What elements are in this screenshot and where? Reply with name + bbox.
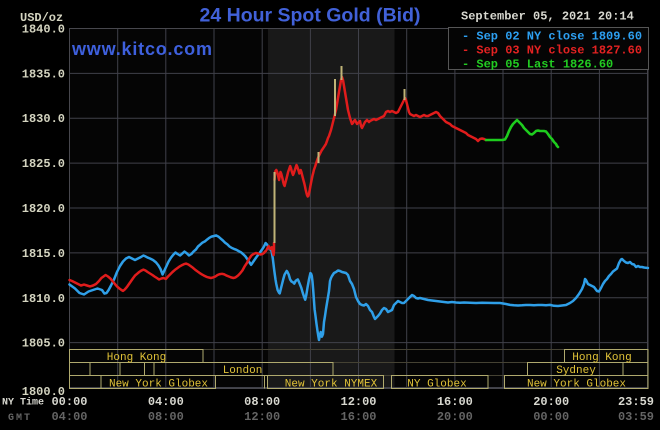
svg-text:23:59: 23:59 — [618, 395, 654, 409]
svg-text:London: London — [223, 365, 263, 377]
svg-text:16:00: 16:00 — [437, 395, 473, 409]
svg-text:1805.0: 1805.0 — [22, 337, 65, 351]
svg-text:GMT: GMT — [8, 413, 32, 424]
svg-text:Hong Kong: Hong Kong — [107, 352, 166, 364]
svg-text:08:00: 08:00 — [148, 410, 184, 424]
svg-text:New York Globex: New York Globex — [109, 379, 208, 391]
svg-text:www.kitco.com: www.kitco.com — [71, 39, 213, 59]
svg-text:NY Globex: NY Globex — [407, 379, 467, 391]
svg-text:New York NYMEX: New York NYMEX — [285, 379, 378, 391]
svg-text:1840.0: 1840.0 — [22, 23, 65, 37]
svg-text:00:00: 00:00 — [51, 395, 87, 409]
svg-text:20:00: 20:00 — [533, 395, 569, 409]
svg-text:NY Time: NY Time — [2, 397, 44, 409]
svg-text:1820.0: 1820.0 — [22, 202, 65, 216]
svg-text:20:00: 20:00 — [437, 410, 473, 424]
svg-text:1825.0: 1825.0 — [22, 157, 65, 171]
svg-text:08:00: 08:00 — [244, 395, 280, 409]
svg-text:1800.0: 1800.0 — [22, 385, 65, 399]
svg-text:1815.0: 1815.0 — [22, 247, 65, 261]
svg-text:1830.0: 1830.0 — [22, 112, 65, 126]
svg-text:03:59: 03:59 — [618, 410, 654, 424]
svg-text:12:00: 12:00 — [341, 395, 377, 409]
svg-text:04:00: 04:00 — [148, 395, 184, 409]
svg-text:USD/oz: USD/oz — [20, 11, 63, 25]
svg-text:12:00: 12:00 — [244, 410, 280, 424]
svg-text:Sydney: Sydney — [556, 365, 596, 377]
svg-text:September 05, 2021 20:14: September 05, 2021 20:14 — [461, 10, 634, 24]
svg-text:- Sep 05 Last 1826.60: - Sep 05 Last 1826.60 — [462, 58, 613, 72]
svg-text:00:00: 00:00 — [533, 410, 569, 424]
svg-text:1835.0: 1835.0 — [22, 67, 65, 81]
svg-text:- Sep 02 NY close 1809.60: - Sep 02 NY close 1809.60 — [462, 30, 642, 44]
svg-text:1810.0: 1810.0 — [22, 292, 65, 306]
svg-text:- Sep 03 NY close 1827.60: - Sep 03 NY close 1827.60 — [462, 44, 642, 58]
svg-text:04:00: 04:00 — [51, 410, 87, 424]
svg-text:24 Hour Spot Gold (Bid): 24 Hour Spot Gold (Bid) — [200, 5, 421, 27]
svg-text:New York Globex: New York Globex — [527, 379, 626, 391]
svg-text:Hong Kong: Hong Kong — [572, 352, 631, 364]
svg-text:16:00: 16:00 — [341, 410, 377, 424]
